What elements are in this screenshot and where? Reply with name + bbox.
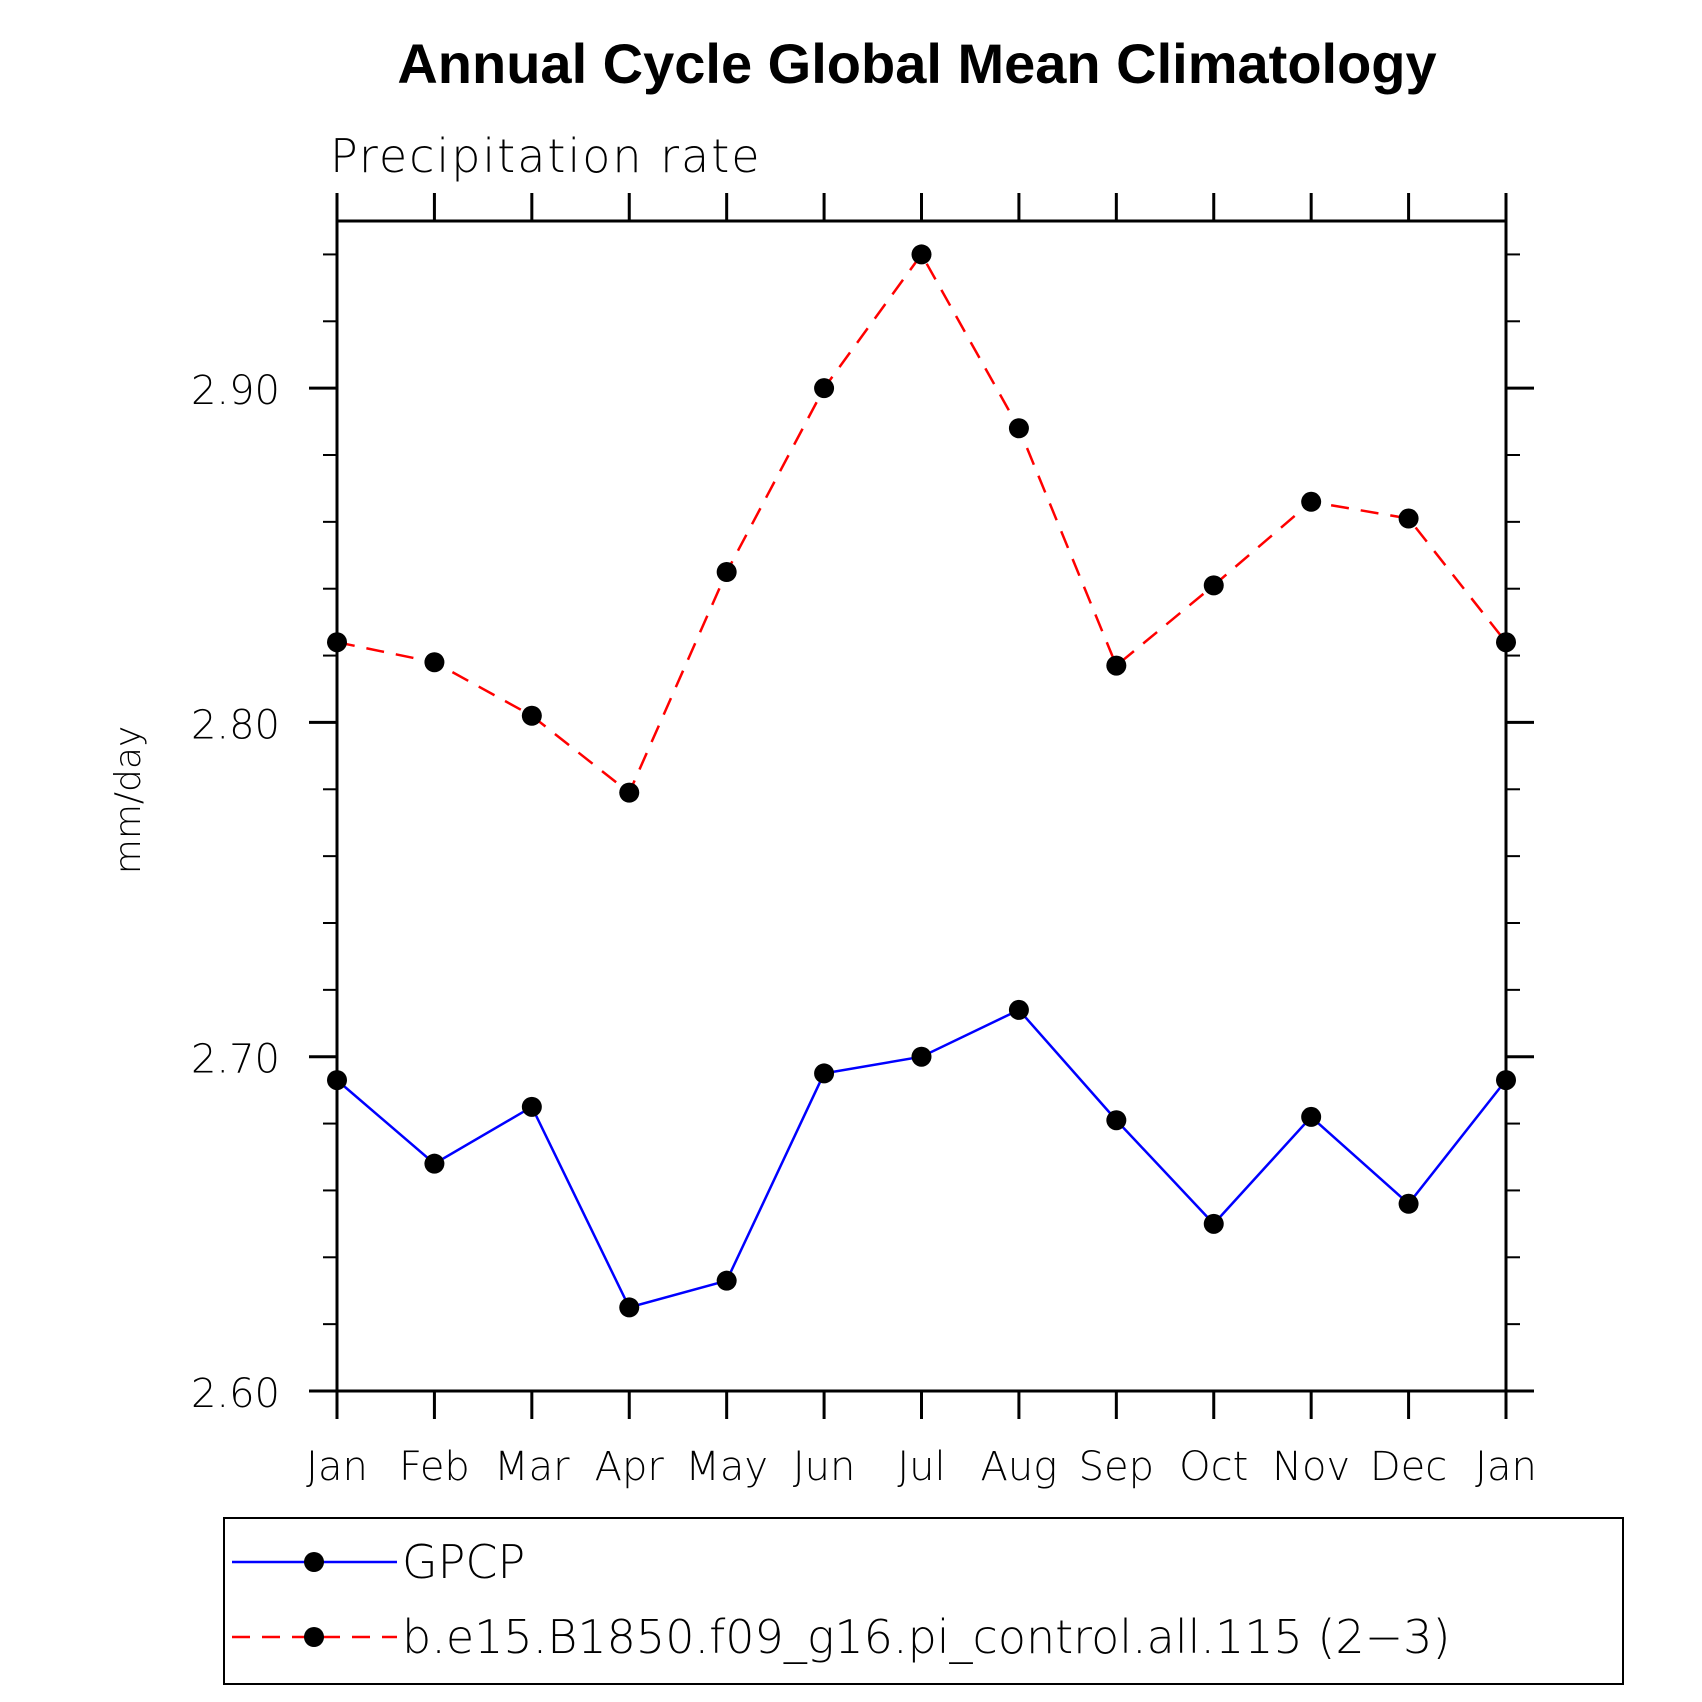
data-point-0 — [1496, 1070, 1516, 1091]
x-tick-label: Jun — [793, 1444, 856, 1490]
data-point-1 — [619, 782, 640, 803]
data-point-1 — [1496, 632, 1516, 653]
data-point-0 — [911, 1046, 932, 1067]
data-point-1 — [1203, 575, 1224, 596]
data-point-1 — [424, 652, 445, 673]
x-tick-label: Aug — [981, 1444, 1058, 1490]
axes: Jan Feb Mar Apr May Jun Jul Aug Sep Oct Nov Dec Jan 2… — [191, 193, 1537, 1490]
data-point-0 — [716, 1270, 737, 1291]
x-tick-label: Jul — [897, 1444, 945, 1490]
plot-area — [327, 244, 1516, 1318]
y-tick-label: 2.90 — [191, 368, 280, 414]
data-point-1 — [1106, 655, 1127, 676]
legend-marker-1 — [304, 1627, 324, 1647]
data-point-0 — [424, 1153, 445, 1174]
x-tick-label: Nov — [1272, 1444, 1350, 1490]
y-tick-label: 2.80 — [191, 702, 280, 748]
y-axis-label: mm/day — [108, 726, 149, 874]
data-point-0 — [521, 1096, 542, 1117]
data-point-1 — [1398, 508, 1419, 529]
x-tick-label: Feb — [399, 1444, 470, 1490]
x-tick-label: Oct — [1179, 1444, 1248, 1490]
data-point-0 — [1008, 999, 1029, 1020]
y-tick-label: 2.60 — [191, 1371, 280, 1417]
plot-frame — [335, 219, 1508, 1393]
legend-label-model: b.e15.B1850.f09_g16.pi_control.all.115 (… — [402, 1610, 1450, 1664]
data-point-0 — [619, 1297, 640, 1318]
data-point-0 — [1106, 1110, 1127, 1131]
x-tick-label: Sep — [1079, 1444, 1154, 1490]
legend-box — [223, 1517, 1624, 1685]
data-point-0 — [327, 1070, 347, 1091]
data-point-0 — [1398, 1193, 1419, 1214]
data-point-1 — [1301, 491, 1322, 512]
series-line-1 — [336, 252, 1507, 795]
data-point-1 — [327, 632, 347, 653]
data-point-0 — [1203, 1213, 1224, 1234]
x-tick-label: Jan — [1475, 1444, 1537, 1490]
legend: GPCP b.e15.B1850.f09_g16.pi_control.all.… — [223, 1517, 1624, 1685]
x-tick-label: Apr — [595, 1444, 665, 1490]
legend-label-gpcp: GPCP — [402, 1535, 525, 1589]
data-point-1 — [716, 562, 737, 582]
legend-marker-0 — [304, 1552, 324, 1572]
y-tick-label: 2.70 — [191, 1037, 280, 1083]
data-point-0 — [814, 1063, 835, 1084]
data-point-1 — [911, 244, 932, 265]
data-point-1 — [1008, 418, 1029, 439]
chart-subtitle: Precipitation rate — [330, 129, 762, 183]
x-tick-label: Jan — [306, 1444, 368, 1490]
data-point-1 — [814, 378, 835, 399]
chart-title: Annual Cycle Global Mean Climatology — [397, 32, 1436, 95]
x-tick-label: Dec — [1370, 1444, 1447, 1490]
data-point-1 — [521, 705, 542, 726]
data-point-0 — [1301, 1106, 1322, 1127]
x-tick-label: Mar — [494, 1444, 570, 1490]
x-tick-label: May — [685, 1444, 768, 1490]
